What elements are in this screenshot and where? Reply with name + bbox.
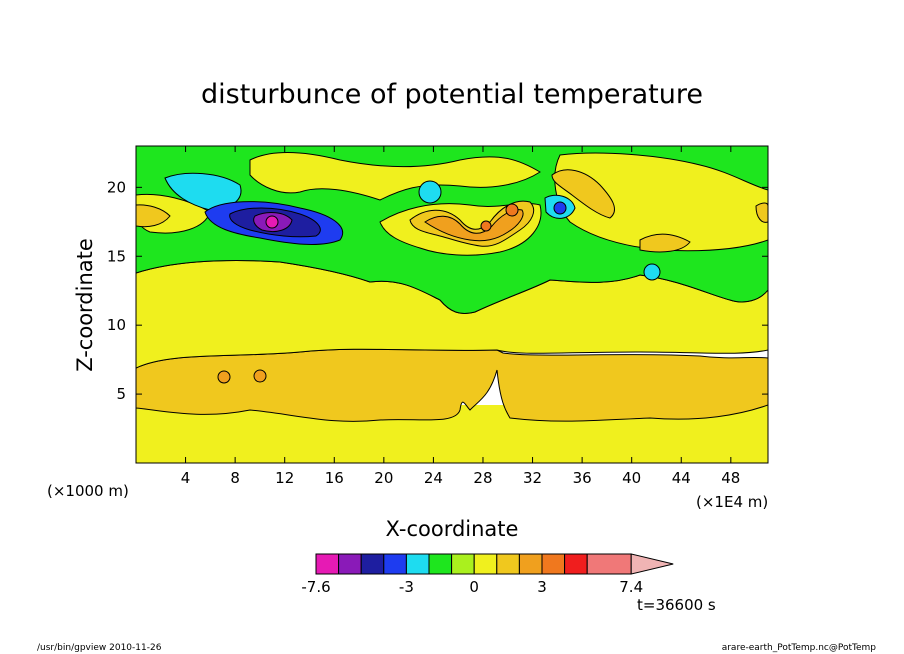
- patch-warm-east-3: [755, 202, 768, 223]
- patch-warm-small-2: [253, 369, 267, 383]
- patch-warm-core-2: [505, 203, 519, 217]
- patch-cold-east: [553, 201, 567, 215]
- y-tick-label-1: 10: [107, 316, 126, 334]
- colorbar-tick-label-1: -3: [399, 578, 414, 596]
- colorbar-box-9: [518, 553, 543, 575]
- x-tick-label-0: 4: [181, 469, 191, 487]
- x-tick-label-9: 40: [622, 469, 641, 487]
- colorbar-tick-label-0: -7.6: [301, 578, 330, 596]
- y-axis-label: Z-coordinate: [73, 238, 97, 372]
- layer-warm-band: [136, 348, 768, 422]
- footer-right: arare-earth_PotTemp.nc@PotTemp: [722, 643, 877, 653]
- time-label: t=36600 s: [637, 596, 716, 614]
- x-tick-label-8: 36: [573, 469, 592, 487]
- colorbar-box-8: [496, 553, 520, 575]
- patch-yellow-1: [249, 152, 541, 201]
- patch-cyan-1: [164, 172, 242, 211]
- patch-cyan-3: [643, 263, 661, 281]
- patch-cyan-2: [418, 180, 442, 204]
- x-axis-label: X-coordinate: [386, 517, 519, 541]
- colorbar-box-7: [473, 553, 498, 575]
- x-tick-label-7: 32: [523, 469, 542, 487]
- chart-title: disturbunce of potential temperature: [201, 79, 703, 110]
- x-tick-label-11: 48: [721, 469, 740, 487]
- colorbar-box-0: [315, 553, 340, 575]
- colorbar-box-1: [338, 553, 362, 575]
- colorbar-box-5: [428, 553, 453, 575]
- y-axis-ticks: 5 10 15 20: [107, 178, 768, 403]
- colorbar-box-10: [541, 553, 566, 575]
- y-tick-label-2: 15: [107, 247, 126, 265]
- x-tick-label-3: 16: [325, 469, 344, 487]
- footer-left: /usr/bin/gpview 2010-11-26: [37, 643, 162, 653]
- colorbar-tick-label-4: 7.4: [619, 578, 643, 596]
- patch-warm-east-2: [551, 169, 615, 219]
- y-tick-label-3: 20: [107, 178, 126, 196]
- x-unit-right: (×1E4 m): [696, 493, 768, 511]
- patch-yellow-2: [554, 152, 768, 252]
- patch-cold-core-4: [265, 215, 279, 229]
- colorbar-labels: -7.6 -3 0 3 7.4: [301, 578, 643, 596]
- colorbar-tick-label-2: 0: [469, 578, 479, 596]
- x-tick-label-10: 44: [672, 469, 691, 487]
- patch-warm-small-1: [217, 370, 231, 384]
- colorbar-box-2: [360, 553, 385, 575]
- colorbar: [315, 553, 674, 575]
- x-axis-ticks: 4 8 12 16 20 24 28 32 36 40 44 48: [181, 146, 740, 487]
- patch-warm-core-1: [480, 220, 492, 232]
- colorbar-box-6: [451, 553, 475, 575]
- y-tick-label-0: 5: [116, 385, 126, 403]
- x-tick-label-1: 8: [230, 469, 240, 487]
- colorbar-box-4: [405, 553, 430, 575]
- plot-area: [136, 146, 768, 463]
- x-tick-label-2: 12: [275, 469, 294, 487]
- x-tick-label-6: 28: [473, 469, 492, 487]
- colorbar-arrow: [630, 553, 674, 575]
- patch-warm-west: [136, 204, 171, 228]
- colorbar-tick-label-3: 3: [537, 578, 547, 596]
- colorbar-box-12: [586, 553, 632, 575]
- patch-warm-east-1: [639, 233, 691, 253]
- colorbar-box-3: [383, 553, 407, 575]
- colorbar-box-11: [564, 553, 588, 575]
- patch-warm-crest-core: [424, 209, 524, 242]
- x-tick-label-4: 20: [374, 469, 393, 487]
- plot-frame: [135, 145, 769, 464]
- x-tick-label-5: 24: [424, 469, 443, 487]
- x-unit-left: (×1000 m): [47, 482, 129, 500]
